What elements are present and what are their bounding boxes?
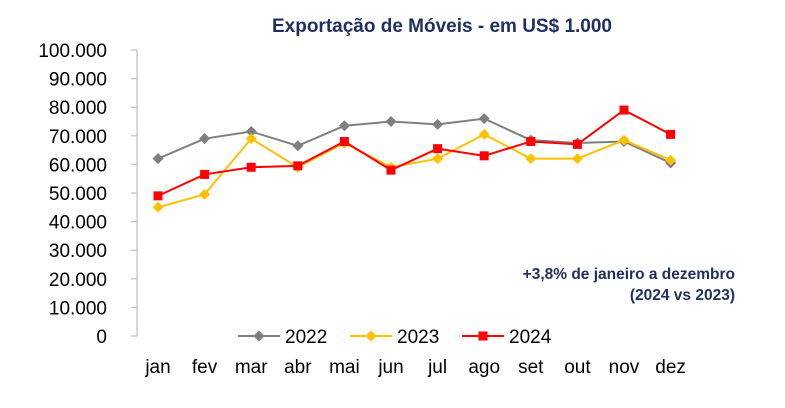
x-tick-label-fev: fev [192,357,218,378]
point-2024-mar [246,162,256,172]
point-2024-nov [619,105,629,115]
x-axis-labels: jan fev mar abr mai jun jul ago set out nov dez [144,357,686,378]
annotation-line-2: (2024 vs 2023) [630,287,735,304]
y-tick-label: 70.000 [49,127,107,148]
point-2023-ago [478,128,490,140]
x-tick-label-mar: mar [235,357,268,378]
point-2023-nov [618,134,630,146]
series-line-2022 [157,117,672,164]
point-2024-abr [293,161,303,171]
x-tick-label-out: out [564,357,591,378]
legend: 2022 2023 2024 [238,327,552,348]
point-2023-jul [432,153,444,165]
y-tick-label: 50.000 [49,184,107,205]
point-2023-dez [665,154,677,166]
legend-label: 2024 [509,327,552,348]
point-2024-jan [153,191,163,201]
x-tick-label-jul: jul [427,357,447,378]
point-2024-set [526,137,536,147]
legend-item-2024: 2024 [462,327,552,348]
chart-title: Exportação de Móveis - em US$ 1.000 [272,16,612,37]
y-tick-label: 60.000 [49,155,107,176]
series-layer [152,105,677,213]
point-2024-out [572,139,582,149]
series-line-2023 [157,133,671,209]
y-tick-label: 20.000 [49,270,107,291]
y-axis-ticks: 0 10.000 20.000 30.000 40.000 50.000 60.000 70.… [38,41,137,348]
legend-label: 2022 [285,327,327,348]
point-2022-ago [478,113,490,125]
point-2023-set [525,153,537,165]
y-tick-label: 30.000 [49,241,107,262]
legend-marker [253,330,265,342]
point-2023-out [571,153,583,165]
series-2024 [153,105,676,201]
y-tick-label: 10.000 [49,298,107,319]
point-2023-jan [152,201,164,213]
y-tick-label: 0 [96,327,107,348]
y-tick-label: 100.000 [38,41,107,62]
x-tick-label-ago: ago [468,357,500,378]
point-2022-abr [292,140,304,152]
legend-label: 2023 [397,327,439,348]
point-2024-mai [339,137,349,147]
y-tick-label: 80.000 [49,98,107,119]
point-2024-fev [200,169,210,179]
point-2022-jul [432,118,444,130]
series-line-2024 [157,108,672,197]
point-2022-fev [199,133,211,145]
legend-item-2023: 2023 [350,327,439,348]
point-2024-dez [666,129,676,139]
x-tick-label-jan: jan [144,357,170,378]
y-tick-label: 90.000 [49,70,107,91]
point-2022-jun [385,116,397,127]
legend-item-2022: 2022 [238,327,327,348]
point-2023-fev [199,188,211,200]
x-tick-label-dez: dez [655,357,686,378]
point-2022-mar [245,126,257,138]
point-2022-mai [338,120,350,132]
x-tick-label-jun: jun [377,357,403,378]
x-tick-label-set: set [518,357,544,378]
point-2024-jun [386,165,396,175]
point-2023-mar [245,133,257,145]
point-2024-ago [479,151,489,161]
x-tick-label-nov: nov [609,357,640,378]
point-2024-jul [433,144,443,154]
y-tick-label: 40.000 [49,213,107,234]
legend-marker [478,331,488,341]
legend-marker [365,330,377,342]
x-tick-label-mai: mai [329,357,360,378]
annotation-line-1: +3,8% de janeiro a dezembro [523,266,735,283]
x-tick-label-abr: abr [284,357,312,378]
point-2022-jan [152,153,164,165]
